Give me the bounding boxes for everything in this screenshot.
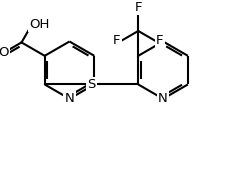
Text: N: N bbox=[64, 92, 74, 105]
Text: S: S bbox=[87, 78, 95, 91]
Text: O: O bbox=[0, 47, 9, 60]
Text: F: F bbox=[155, 34, 163, 47]
Text: F: F bbox=[134, 1, 141, 14]
Text: F: F bbox=[113, 34, 120, 47]
Text: N: N bbox=[158, 92, 167, 105]
Text: OH: OH bbox=[29, 18, 50, 31]
